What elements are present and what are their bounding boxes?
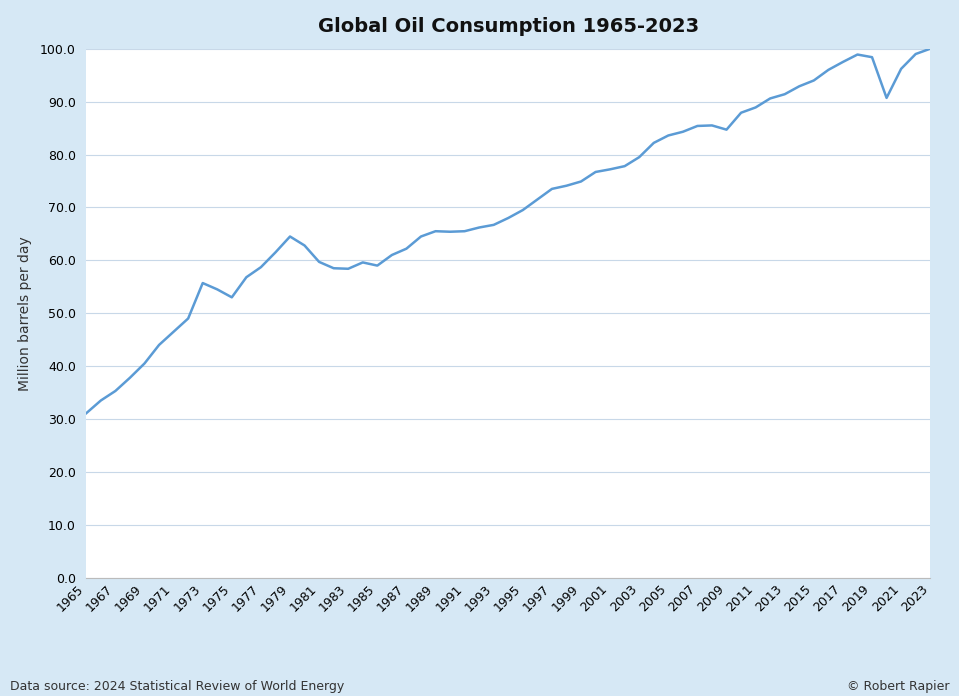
Text: Data source: 2024 Statistical Review of World Energy: Data source: 2024 Statistical Review of …: [10, 679, 344, 693]
Title: Global Oil Consumption 1965-2023: Global Oil Consumption 1965-2023: [317, 17, 699, 36]
Text: © Robert Rapier: © Robert Rapier: [847, 679, 949, 693]
Y-axis label: Million barrels per day: Million barrels per day: [17, 236, 32, 390]
